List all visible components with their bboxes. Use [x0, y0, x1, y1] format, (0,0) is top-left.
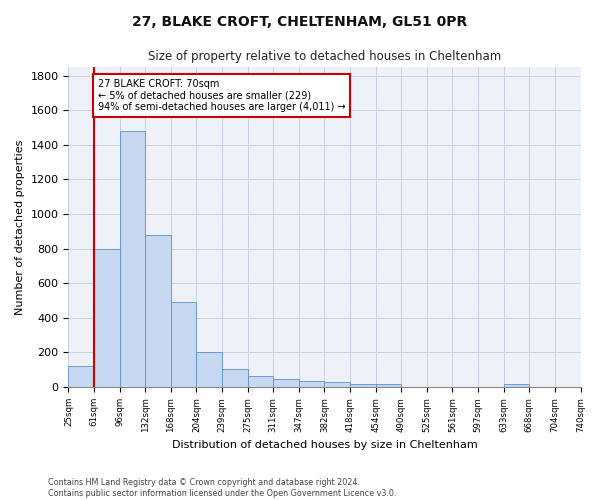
- Y-axis label: Number of detached properties: Number of detached properties: [15, 140, 25, 314]
- Bar: [68, 366, 94, 387]
- Bar: [119, 131, 145, 387]
- Bar: [145, 235, 171, 387]
- Title: Size of property relative to detached houses in Cheltenham: Size of property relative to detached ho…: [148, 50, 501, 63]
- Text: Contains HM Land Registry data © Crown copyright and database right 2024.
Contai: Contains HM Land Registry data © Crown c…: [48, 478, 397, 498]
- Bar: [171, 302, 196, 387]
- Bar: [248, 376, 273, 387]
- Bar: [222, 369, 248, 387]
- Bar: [376, 384, 401, 387]
- Bar: [299, 381, 325, 387]
- Bar: [503, 384, 529, 387]
- Bar: [273, 380, 299, 387]
- Text: 27 BLAKE CROFT: 70sqm
← 5% of detached houses are smaller (229)
94% of semi-deta: 27 BLAKE CROFT: 70sqm ← 5% of detached h…: [98, 79, 346, 112]
- Text: 27, BLAKE CROFT, CHELTENHAM, GL51 0PR: 27, BLAKE CROFT, CHELTENHAM, GL51 0PR: [133, 15, 467, 29]
- Bar: [94, 248, 119, 387]
- Bar: [196, 352, 222, 387]
- Bar: [350, 384, 376, 387]
- Bar: [325, 382, 350, 387]
- X-axis label: Distribution of detached houses by size in Cheltenham: Distribution of detached houses by size …: [172, 440, 478, 450]
